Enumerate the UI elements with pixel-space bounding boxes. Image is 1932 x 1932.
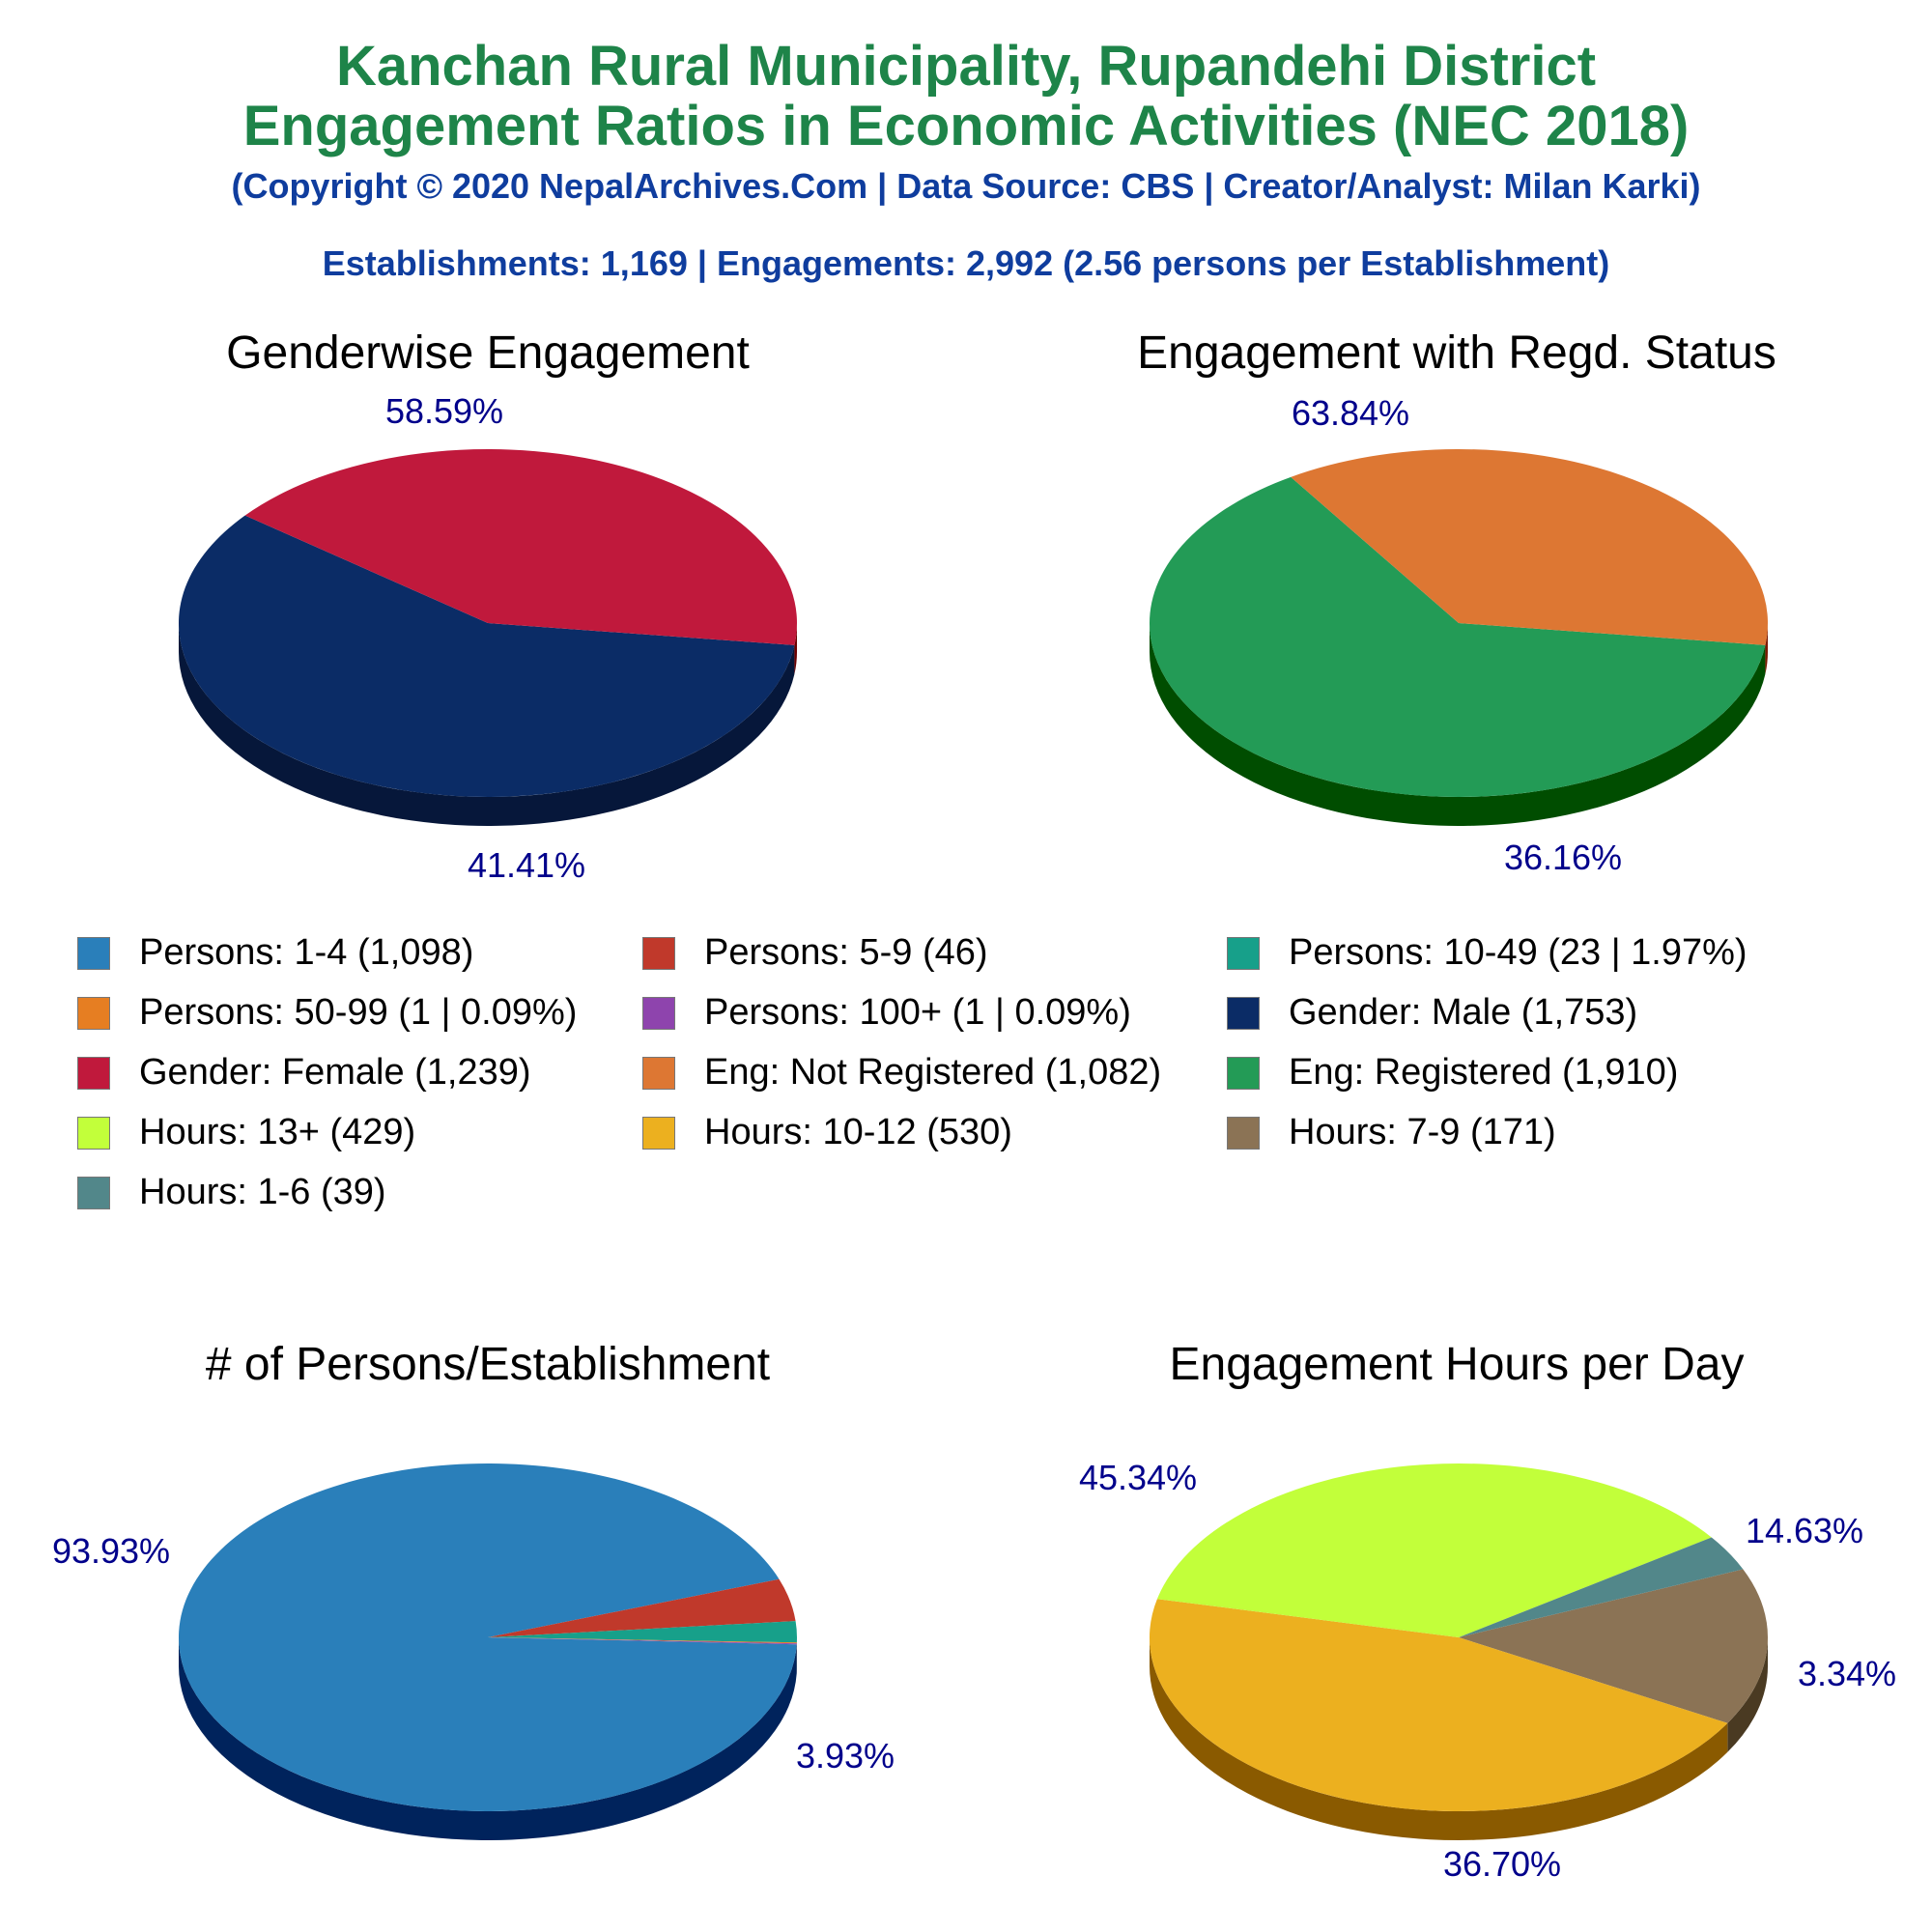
legend-label: Eng: Registered (1,910) — [1289, 1052, 1679, 1093]
pie-slice — [178, 1463, 797, 1812]
legend-label: Hours: 1-6 (39) — [139, 1172, 386, 1212]
legend-label: Persons: 5-9 (46) — [704, 932, 988, 973]
legend-swatch — [642, 936, 675, 970]
pie-slice — [179, 515, 795, 798]
pie-side — [179, 623, 795, 827]
legend-item: Gender: Male (1,753) — [1227, 992, 1637, 1034]
legend-item: Eng: Registered (1,910) — [1227, 1052, 1678, 1094]
legend-swatch — [77, 1176, 110, 1209]
pie-slice — [1291, 448, 1768, 645]
pie-pct-label: 36.16% — [1504, 838, 1622, 877]
pie-slice — [244, 449, 797, 645]
pie-slice — [488, 1621, 797, 1643]
legend-label: Hours: 10-12 (530) — [704, 1112, 1012, 1152]
pie-title-persons: # of Persons/Establishment — [205, 1339, 771, 1390]
copyright-line: (Copyright © 2020 NepalArchives.Com | Da… — [231, 166, 1701, 206]
pie-slice — [488, 1578, 796, 1637]
legend-swatch — [642, 1056, 675, 1090]
legend-label: Persons: 100+ (1 | 0.09%) — [704, 992, 1131, 1033]
pie-slice — [1150, 476, 1766, 797]
pie-side — [1150, 1637, 1728, 1840]
pie-title-gender: Genderwise Engagement — [226, 327, 750, 379]
pie-3: 14.63% 45.34% 36.70% 3.34% — [1079, 1458, 1896, 1884]
pie-pct-label: 36.70% — [1443, 1844, 1561, 1884]
legend-item: Persons: 5-9 (46) — [642, 932, 988, 974]
legend-item: Hours: 1-6 (39) — [77, 1172, 386, 1213]
pie-side — [1727, 1637, 1768, 1752]
pie-side — [1765, 623, 1768, 674]
legend-swatch — [77, 996, 110, 1030]
pie-pct-label: 3.34% — [1798, 1654, 1896, 1693]
pie-pct-label: 45.34% — [1079, 1458, 1197, 1497]
legend-label: Hours: 13+ (429) — [139, 1112, 416, 1152]
legend-label: Gender: Female (1,239) — [139, 1052, 531, 1093]
pie-pct-label: 58.59% — [385, 391, 503, 431]
legend-item: Persons: 10-49 (23 | 1.97%) — [1227, 932, 1747, 974]
legend-item: Persons: 50-99 (1 | 0.09%) — [77, 992, 577, 1034]
legend-item: Eng: Not Registered (1,082) — [642, 1052, 1161, 1094]
pie-slice — [1150, 1599, 1728, 1812]
pie-2: 93.93% 3.93% — [52, 1463, 895, 1841]
pie-slice — [1156, 1463, 1712, 1637]
legend-label: Gender: Male (1,753) — [1289, 992, 1638, 1033]
pie-0: 58.59% 41.41% — [179, 391, 798, 885]
pie-1: 63.84% 36.16% — [1150, 393, 1768, 877]
legend-swatch — [77, 936, 110, 970]
legend-swatch — [1227, 996, 1260, 1030]
legend-swatch — [642, 1116, 675, 1150]
pie-slice — [488, 1637, 797, 1644]
legend-swatch — [1227, 1056, 1260, 1090]
legend-item: Gender: Female (1,239) — [77, 1052, 531, 1094]
legend-label: Eng: Not Registered (1,082) — [704, 1052, 1162, 1093]
legend-label: Persons: 1-4 (1,098) — [139, 932, 474, 973]
legend-item: Persons: 100+ (1 | 0.09%) — [642, 992, 1131, 1034]
legend-item: Persons: 1-4 (1,098) — [77, 932, 473, 974]
pie-pct-label: 41.41% — [468, 845, 585, 885]
summary-line: Establishments: 1,169 | Engagements: 2,9… — [322, 243, 1610, 283]
chart-title-line1: Kanchan Rural Municipality, Rupandehi Di… — [335, 35, 1597, 98]
legend-swatch — [77, 1116, 110, 1150]
legend-label: Persons: 50-99 (1 | 0.09%) — [139, 992, 578, 1033]
chart-title-line2: Engagement Ratios in Economic Activities… — [242, 95, 1690, 157]
legend-label: Hours: 7-9 (171) — [1289, 1112, 1556, 1152]
pie-title-hours: Engagement Hours per Day — [1169, 1339, 1745, 1390]
pie-slice — [1459, 1569, 1768, 1723]
pie-pct-label: 14.63% — [1746, 1511, 1863, 1550]
legend-swatch — [77, 1056, 110, 1090]
pie-side — [1150, 623, 1766, 827]
pie-title-registration: Engagement with Regd. Status — [1137, 327, 1776, 379]
legend-item: Hours: 10-12 (530) — [642, 1112, 1012, 1153]
pie-slice — [1459, 1537, 1744, 1637]
legend-swatch — [1227, 1116, 1260, 1150]
legend-label: Persons: 10-49 (23 | 1.97%) — [1289, 932, 1747, 973]
legend-item: Hours: 13+ (429) — [77, 1112, 415, 1153]
pie-pct-label: 3.93% — [796, 1736, 895, 1776]
pie-pct-label: 63.84% — [1292, 393, 1409, 433]
legend-swatch — [1227, 936, 1260, 970]
legend-item: Hours: 7-9 (171) — [1227, 1112, 1556, 1153]
pie-side — [794, 623, 798, 674]
pie-slice — [488, 1637, 797, 1645]
pie-pct-label: 93.93% — [52, 1531, 170, 1571]
pie-side — [179, 1637, 797, 1841]
legend-swatch — [642, 996, 675, 1030]
